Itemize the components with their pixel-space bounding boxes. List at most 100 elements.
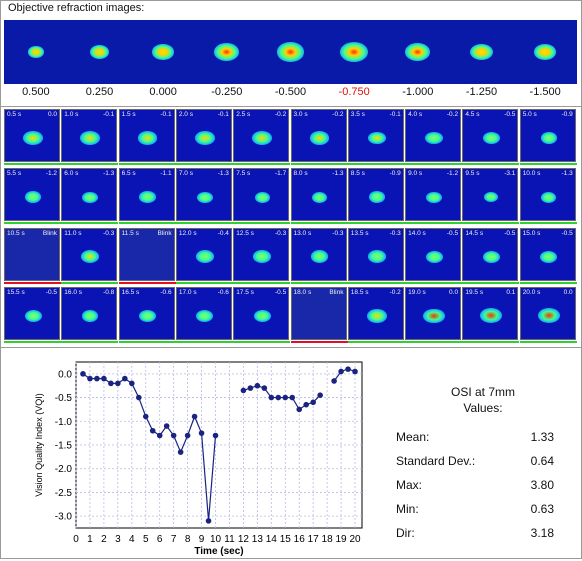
frame-cell[interactable]: 18.5 s -0.2: [347, 286, 404, 340]
frame-cell[interactable]: 11.5 s Blink: [118, 227, 175, 281]
frame-cell[interactable]: 6.5 s -1.1: [118, 168, 175, 222]
frame-cell[interactable]: 12.5 s -0.3: [233, 227, 290, 281]
divider-top: [0, 106, 582, 107]
data-point: [115, 380, 121, 387]
refraction-value-1[interactable]: 0.250: [85, 86, 114, 98]
frame-cell[interactable]: 19.0 s 0.0: [405, 286, 462, 340]
y-tick-label: 0.0: [58, 369, 72, 380]
frame-status-ok: [347, 281, 405, 284]
frame-cell[interactable]: 17.5 s -0.5: [233, 286, 290, 340]
frame-value: -3.1: [504, 170, 516, 178]
refraction-spot: [27, 46, 44, 58]
frame-cell[interactable]: 2.0 s -0.1: [175, 109, 232, 162]
y-tick-label: -1.5: [55, 441, 73, 452]
frame-cell[interactable]: 4.0 s -0.2: [405, 109, 462, 162]
data-point: [282, 394, 289, 401]
stat-value: 0.63: [530, 502, 554, 516]
frame-status-ok: [4, 340, 61, 343]
frame-cell[interactable]: 6.0 s -1.3: [61, 168, 118, 222]
frame-cell[interactable]: 16.0 s -0.8: [61, 286, 118, 340]
frame-cell[interactable]: 2.5 s -0.2: [233, 109, 290, 162]
frame-cell[interactable]: 13.0 s -0.3: [290, 227, 347, 281]
refraction-value-0[interactable]: 0.500: [22, 86, 50, 98]
frame-time: 6.0 s: [64, 170, 79, 178]
data-point: [289, 394, 296, 401]
frame-value: -0.5: [45, 288, 57, 296]
frame-cell[interactable]: 7.5 s -1.7: [233, 168, 290, 222]
frame-cell[interactable]: 15.5 s -0.5: [4, 286, 60, 340]
stat-label: Min:: [396, 502, 419, 516]
frame-time: 5.0 s: [522, 111, 537, 118]
refraction-value-3[interactable]: -0.250: [211, 86, 243, 98]
frame-status-ok: [118, 340, 176, 343]
frame-cell[interactable]: 1.0 s -0.1: [61, 109, 118, 162]
frame-value: -1.3: [103, 170, 115, 178]
frame-status-ok: [61, 340, 119, 343]
stat-value: 3.80: [530, 478, 554, 492]
divider-bottom: [0, 347, 582, 348]
frame-cell[interactable]: 1.5 s -0.1: [118, 109, 175, 162]
stat-label: Mean:: [396, 430, 430, 444]
frame-cell[interactable]: 14.0 s -0.5: [405, 227, 462, 281]
frame-cell[interactable]: 8.0 s -1.3: [290, 168, 347, 222]
frame-cell[interactable]: 17.0 s -0.6: [175, 286, 232, 340]
frame-cell[interactable]: 15.0 s -0.5: [519, 227, 576, 281]
frame-cell[interactable]: 4.5 s -0.5: [462, 109, 519, 162]
refraction-spot: [89, 45, 110, 59]
frame-cell[interactable]: 9.5 s -3.1: [462, 168, 519, 222]
frame-cell[interactable]: 5.0 s -0.9: [519, 109, 576, 162]
frame-cell[interactable]: 10.0 s -1.3: [519, 168, 576, 222]
refraction-value-5[interactable]: -0.750: [338, 86, 370, 98]
frame-cell[interactable]: 18.0 s Blink: [290, 286, 347, 340]
stat-row-mean: Mean: 1.33: [396, 430, 560, 448]
data-point: [303, 401, 309, 408]
data-point: [135, 394, 142, 401]
frame-cell[interactable]: 3.5 s -0.1: [347, 109, 404, 162]
refraction-value-2[interactable]: 0.000: [149, 86, 177, 98]
frame-cell[interactable]: 13.5 s -0.3: [347, 227, 404, 281]
y-tick-label: -0.5: [55, 393, 73, 404]
frame-cell[interactable]: 10.5 s Blink: [4, 227, 60, 281]
frame-cell[interactable]: 12.0 s -0.4: [175, 227, 232, 281]
frame-spot: [24, 309, 42, 322]
frame-value: -0.2: [389, 288, 401, 296]
frame-cell[interactable]: 20.0 s 0.0: [519, 286, 576, 340]
frame-time: 12.5 s: [236, 229, 254, 237]
frame-cell[interactable]: 14.5 s -0.5: [462, 227, 519, 281]
frame-cell[interactable]: 7.0 s -1.3: [175, 168, 232, 222]
x-axis-label: Time (sec): [194, 546, 243, 556]
frame-value: Blink: [157, 229, 172, 237]
frame-time: 8.5 s: [350, 170, 365, 178]
frame-time: 11.5 s: [121, 229, 139, 237]
refraction-spot: [152, 44, 174, 60]
refraction-value-row: 0.500 0.250 0.000 -0.250 -0.500 -0.750 -1.000 -…: [4, 86, 577, 104]
frame-time: 18.0 s: [293, 288, 312, 296]
frame-cell[interactable]: 0.5 s 0.0: [4, 109, 60, 162]
frame-status-ok: [290, 281, 348, 284]
data-point: [338, 368, 344, 375]
refraction-value-4[interactable]: -0.500: [274, 86, 307, 98]
frame-time: 7.5 s: [236, 170, 251, 178]
data-point: [205, 518, 212, 524]
frame-time: 9.5 s: [465, 170, 480, 178]
refraction-value-7[interactable]: -1.250: [465, 86, 498, 98]
refraction-value-6[interactable]: -1.000: [402, 86, 434, 98]
y-tick-label: -2.5: [55, 488, 73, 499]
frame-status-ok: [175, 163, 233, 165]
frame-cell[interactable]: 5.5 s -1.2: [4, 168, 60, 222]
frame-sequence-grid: 0.5 s 0.0 1.0 s -0.1 1.5 s -0.1 2.0 s -0.1 2.5 s…: [4, 109, 577, 346]
data-point: [296, 406, 303, 413]
stat-row-max: Max: 3.80: [396, 478, 560, 496]
frame-cell[interactable]: 3.0 s -0.2: [290, 109, 347, 162]
frame-cell[interactable]: 19.5 s 0.1: [462, 286, 519, 340]
frame-spot: [311, 191, 328, 203]
frame-status-ok: [347, 340, 405, 343]
x-tick-label: 7: [171, 534, 177, 545]
frame-cell[interactable]: 8.5 s -0.9: [347, 168, 404, 222]
x-tick-label: 5: [143, 534, 149, 545]
frame-cell[interactable]: 16.5 s -0.6: [118, 286, 175, 340]
refraction-value-8[interactable]: -1.500: [529, 86, 561, 98]
frame-cell[interactable]: 11.0 s -0.3: [61, 227, 118, 281]
frame-status-ok: [462, 340, 520, 343]
frame-cell[interactable]: 9.0 s -1.2: [405, 168, 462, 222]
